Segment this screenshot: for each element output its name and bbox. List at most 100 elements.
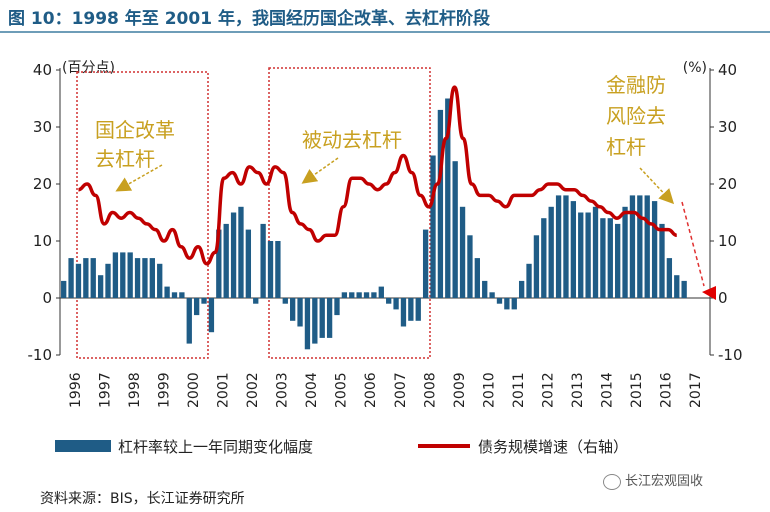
leverage-bar	[334, 298, 340, 316]
leverage-bar	[666, 258, 673, 298]
leverage-bar	[171, 292, 178, 298]
leverage-bar	[615, 223, 621, 298]
x-tick-label: 1996	[68, 372, 84, 408]
leverage-bar	[467, 235, 473, 298]
soe-annotation-arrow	[115, 164, 163, 192]
x-tick-label: 2002	[245, 372, 261, 408]
left-tick-label: 10	[33, 232, 52, 250]
leverage-bar	[578, 212, 584, 298]
trend-arrow-line	[681, 201, 705, 287]
fin-annotation-arrow	[639, 167, 675, 205]
x-tick-label: 2005	[334, 372, 350, 408]
leverage-bar	[356, 292, 362, 298]
leverage-bar	[651, 201, 658, 298]
leverage-bar	[592, 206, 599, 298]
leverage-bar	[186, 298, 192, 344]
soe-annotation-line1: 国企改革	[95, 118, 175, 142]
leverage-bar	[452, 161, 458, 298]
leverage-bar	[393, 298, 399, 310]
right-tick-label: 20	[718, 175, 737, 193]
leverage-bar	[474, 258, 480, 298]
leverage-bar	[134, 258, 141, 298]
x-tick-label: 1997	[97, 372, 113, 408]
watermark-text: 长江宏观固收	[625, 474, 704, 489]
leverage-bar	[216, 229, 222, 298]
leverage-bar	[312, 298, 318, 344]
leverage-bar	[127, 252, 133, 298]
leverage-bar	[526, 263, 532, 298]
leverage-bar	[585, 212, 591, 298]
leverage-bar	[600, 218, 606, 298]
leverage-bar	[297, 298, 303, 327]
leverage-bar	[533, 235, 540, 298]
leverage-bar	[496, 298, 503, 304]
x-tick-label: 2000	[186, 372, 202, 408]
leverage-bar	[238, 206, 244, 298]
x-tick-label: 2001	[216, 372, 232, 408]
leverage-bar	[230, 212, 237, 298]
x-tick-label: 2007	[393, 372, 409, 408]
leverage-bar	[371, 292, 377, 298]
leverage-bar	[422, 229, 429, 298]
source-note: 资料来源：BIS，长江证券研究所	[40, 491, 245, 507]
leverage-bar	[622, 206, 628, 298]
leverage-bar	[97, 275, 104, 298]
leverage-bar	[378, 286, 384, 298]
soe-reform-box	[76, 71, 209, 359]
wechat-icon	[603, 473, 621, 490]
x-tick-label: 1999	[156, 372, 172, 408]
left-axis-unit: (百分点)	[62, 60, 115, 76]
right-tick-label: 0	[718, 289, 728, 307]
passive-annotation: 被动去杠杆	[302, 128, 402, 152]
right-tick-label: 30	[718, 118, 737, 136]
leverage-bar	[674, 275, 680, 298]
leverage-bar	[408, 298, 414, 321]
leverage-bar	[541, 218, 547, 298]
right-axis-unit: (%)	[683, 60, 707, 76]
leverage-bar	[142, 258, 148, 298]
x-tick-label: 2013	[570, 372, 586, 408]
x-tick-label: 2012	[541, 372, 557, 408]
leverage-bar	[607, 218, 613, 298]
leverage-bar	[363, 292, 370, 298]
leverage-bar	[555, 195, 562, 298]
leverage-bar	[518, 280, 525, 298]
leverage-bar	[193, 298, 200, 316]
leverage-bar	[90, 258, 96, 298]
chart-title: 图 10：1998 年至 2001 年，我国经历国企改革、去杠杆阶段	[8, 9, 490, 29]
leverage-bar	[83, 258, 89, 298]
left-tick-label: 20	[33, 175, 52, 193]
leverage-bar	[644, 195, 650, 298]
leverage-bar	[548, 206, 554, 298]
leverage-bar	[570, 201, 577, 298]
leverage-bar	[260, 223, 266, 298]
fin-annotation-line2: 风险去	[606, 104, 666, 128]
leverage-bar	[75, 263, 82, 298]
leverage-bar	[659, 223, 665, 298]
leverage-bar	[637, 195, 643, 298]
title-divider	[0, 31, 770, 33]
x-tick-label: 1998	[127, 372, 143, 408]
left-tick-label: 40	[33, 61, 52, 79]
right-tick-label: -10	[718, 346, 743, 364]
fin-annotation-line1: 金融防	[606, 73, 666, 97]
leverage-bar	[267, 241, 274, 298]
left-tick-label: 30	[33, 118, 52, 136]
leverage-bar	[430, 155, 436, 298]
debt-growth-line	[78, 85, 678, 266]
passive-annotation-arrow	[301, 157, 339, 184]
leverage-bar	[482, 280, 488, 298]
leverage-bar	[504, 298, 510, 310]
leverage-bar	[105, 263, 111, 298]
leverage-bar	[149, 258, 155, 298]
leverage-bar	[349, 292, 355, 298]
leverage-bar	[112, 252, 119, 298]
x-tick-label: 2003	[275, 372, 291, 408]
x-tick-label: 2016	[659, 372, 675, 408]
leverage-bar	[400, 298, 407, 327]
leverage-bar	[201, 298, 207, 304]
leverage-bar	[415, 298, 421, 321]
leverage-bar	[629, 195, 636, 298]
